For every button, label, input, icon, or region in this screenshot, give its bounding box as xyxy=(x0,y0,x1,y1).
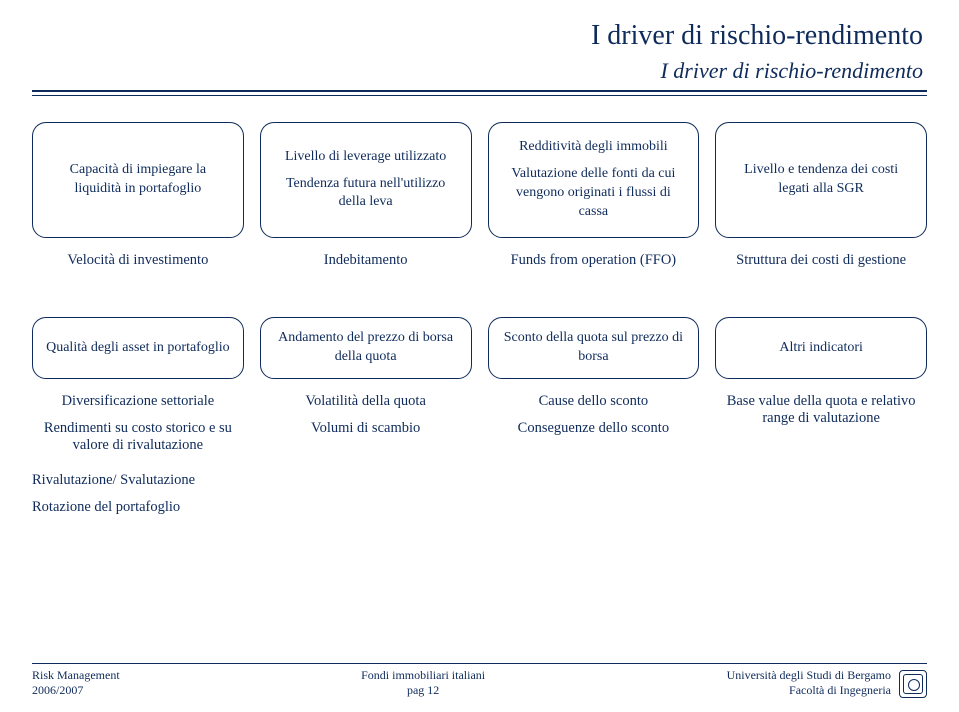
label-indebitamento: Indebitamento xyxy=(260,252,472,269)
section1-labels: Velocità di investimento Indebitamento F… xyxy=(32,252,927,269)
footer-right: Università degli Studi di Bergamo Facolt… xyxy=(727,668,927,698)
box-text: Livello e tendenza dei costi legati alla… xyxy=(728,161,914,199)
label-rotazione: Rotazione del portafoglio xyxy=(32,499,252,516)
label-velocita: Velocità di investimento xyxy=(32,252,244,269)
box-leverage: Livello di leverage utilizzato Tendenza … xyxy=(260,122,472,238)
page: I driver di rischio-rendimento I driver … xyxy=(0,0,959,712)
box-altri-indicatori: Altri indicatori xyxy=(715,317,927,379)
footer-divider xyxy=(32,663,927,664)
box-sconto-quota: Sconto della quota sul prezzo di borsa xyxy=(488,317,700,379)
footer-text: pag 12 xyxy=(407,683,439,698)
section1-boxes: Capacità di impiegare la liquidità in po… xyxy=(32,122,927,238)
box-text: Altri indicatori xyxy=(728,339,914,358)
label-cause-sconto: Cause dello sconto Conseguenze dello sco… xyxy=(488,393,700,454)
box-text: Capacità di impiegare la liquidità in po… xyxy=(45,161,231,199)
label-rivalutazione: Rivalutazione/ Svalutazione xyxy=(32,472,252,489)
box-andamento-prezzo: Andamento del prezzo di borsa della quot… xyxy=(260,317,472,379)
label-line: Volatilità della quota xyxy=(260,393,472,410)
label-volatilita: Volatilità della quota Volumi di scambio xyxy=(260,393,472,454)
footer-left: Risk Management 2006/2007 xyxy=(32,668,120,698)
footer-text: Facoltà di Ingegneria xyxy=(789,683,891,698)
footer-text: Risk Management xyxy=(32,668,120,683)
footer-text: Università degli Studi di Bergamo xyxy=(727,668,891,683)
box-redditivita: Redditività degli immobili Valutazione d… xyxy=(488,122,700,238)
label-line: Conseguenze dello sconto xyxy=(488,420,700,437)
box-text: Redditività degli immobili xyxy=(501,138,687,157)
section2-labels: Diversificazione settoriale Rendimenti s… xyxy=(32,393,927,454)
label-line: Base value della quota e relativo range … xyxy=(715,393,927,427)
label-line: Diversificazione settoriale xyxy=(32,393,244,410)
box-text: Qualità degli asset in portafoglio xyxy=(45,339,231,358)
box-text: Sconto della quota sul prezzo di borsa xyxy=(501,329,687,367)
label-struttura-costi: Struttura dei costi di gestione xyxy=(715,252,927,269)
footer-center: Fondi immobiliari italiani pag 12 xyxy=(361,668,485,698)
label-line: Cause dello sconto xyxy=(488,393,700,410)
box-qualita-asset: Qualità degli asset in portafoglio xyxy=(32,317,244,379)
label-diversificazione: Diversificazione settoriale Rendimenti s… xyxy=(32,393,244,454)
footer-text: Fondi immobiliari italiani xyxy=(361,668,485,683)
page-title: I driver di rischio-rendimento xyxy=(32,20,923,52)
box-text: Tendenza futura nell'utilizzo della leva xyxy=(273,175,459,213)
box-text: Valutazione delle fonti da cui vengono o… xyxy=(501,165,687,222)
university-crest-icon xyxy=(899,670,927,698)
page-subtitle: I driver di rischio-rendimento xyxy=(32,58,923,84)
footer-text: 2006/2007 xyxy=(32,683,120,698)
box-costi-sgr: Livello e tendenza dei costi legati alla… xyxy=(715,122,927,238)
box-text: Andamento del prezzo di borsa della quot… xyxy=(273,329,459,367)
label-ffo: Funds from operation (FFO) xyxy=(488,252,700,269)
header-divider xyxy=(32,90,927,96)
section2-boxes: Qualità degli asset in portafoglio Andam… xyxy=(32,317,927,379)
box-text: Livello di leverage utilizzato xyxy=(273,148,459,167)
label-base-value: Base value della quota e relativo range … xyxy=(715,393,927,454)
box-capacita: Capacità di impiegare la liquidità in po… xyxy=(32,122,244,238)
section2-extra-labels: Rivalutazione/ Svalutazione Rotazione de… xyxy=(32,472,927,516)
label-line: Rendimenti su costo storico e su valore … xyxy=(32,420,244,454)
label-line: Volumi di scambio xyxy=(260,420,472,437)
footer: Risk Management 2006/2007 Fondi immobili… xyxy=(32,663,927,698)
